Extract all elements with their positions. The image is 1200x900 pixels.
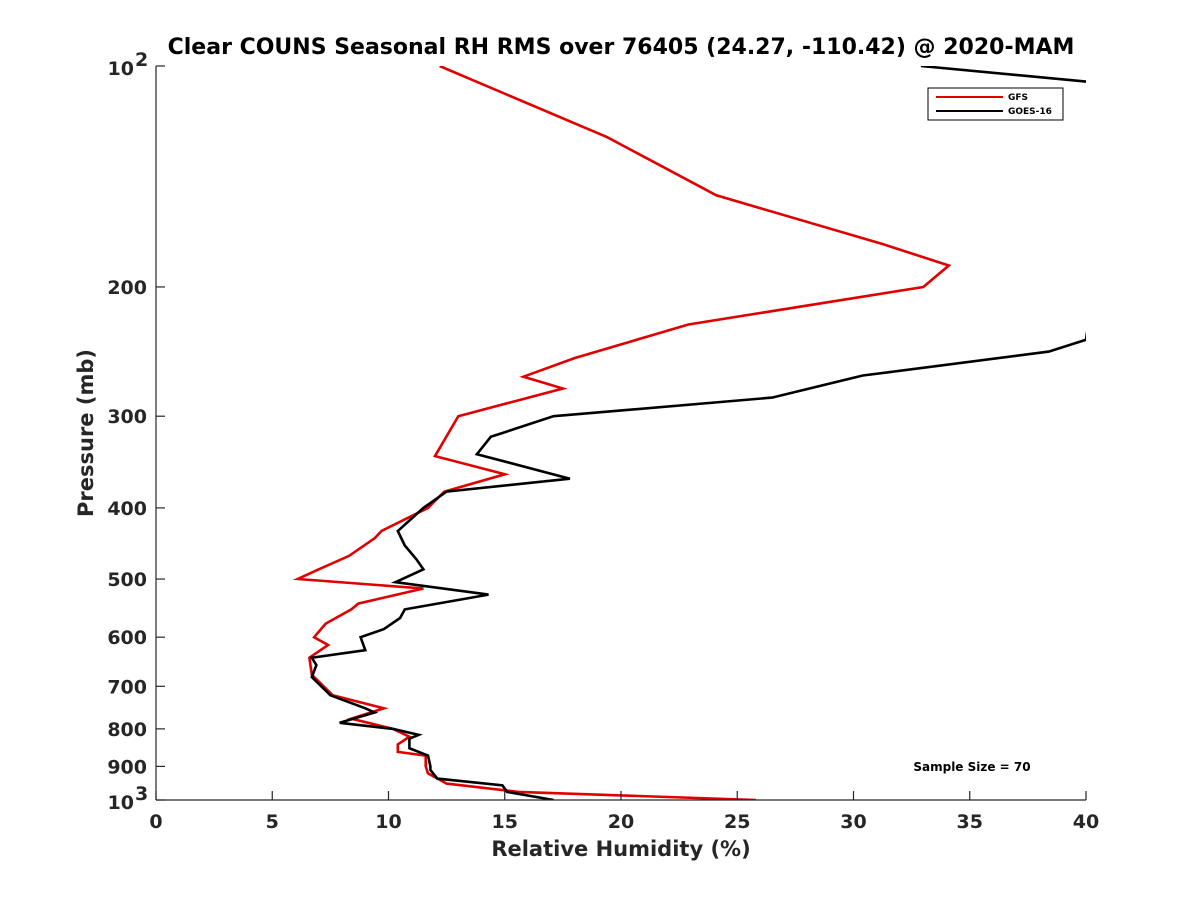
y-tick-label-400: 400 [107,498,147,520]
legend-box [927,87,1064,121]
y-decade-label-100: 10 [108,58,134,80]
legend: GFS GOES-16 [927,87,1064,121]
y-tick-label-800: 800 [107,719,147,741]
y-decade-exponent-1000: 3 [135,783,148,805]
y-tick-label-500: 500 [107,569,147,591]
y-tick-label-600: 600 [107,627,147,649]
x-tick-label-10: 10 [375,811,401,833]
y-axis-label: Pressure (mb) [74,349,98,517]
series-layer [292,66,1086,800]
y-tick-label-200: 200 [107,277,147,299]
legend-label-goes16: GOES-16 [1008,107,1052,117]
x-tick-label-15: 15 [492,811,518,833]
series-line-goes16 [309,66,1086,800]
x-tick-label-30: 30 [840,811,866,833]
y-tick-label-700: 700 [107,676,147,698]
sample-size-annotation: Sample Size = 70 [913,760,1030,774]
y-decade-exponent-100: 2 [135,49,148,71]
x-axis-label: Relative Humidity (%) [491,837,750,861]
legend-label-gfs: GFS [1008,93,1028,103]
x-tick-label-0: 0 [149,811,162,833]
y-tick-label-300: 300 [107,406,147,428]
y-tick-label-900: 900 [107,756,147,778]
chart-title: Clear COUNS Seasonal RH RMS over 76405 (… [168,35,1075,60]
ticks-layer: 0 5 10 15 20 25 30 35 40 200 300 400 500 600 700 800 900… [107,49,1099,833]
series-line-gfs [292,66,952,800]
x-tick-label-35: 35 [957,811,983,833]
x-tick-label-40: 40 [1073,811,1099,833]
x-tick-label-20: 20 [608,811,634,833]
y-decade-label-1000: 10 [108,792,134,814]
x-tick-label-25: 25 [724,811,750,833]
x-tick-label-5: 5 [266,811,279,833]
